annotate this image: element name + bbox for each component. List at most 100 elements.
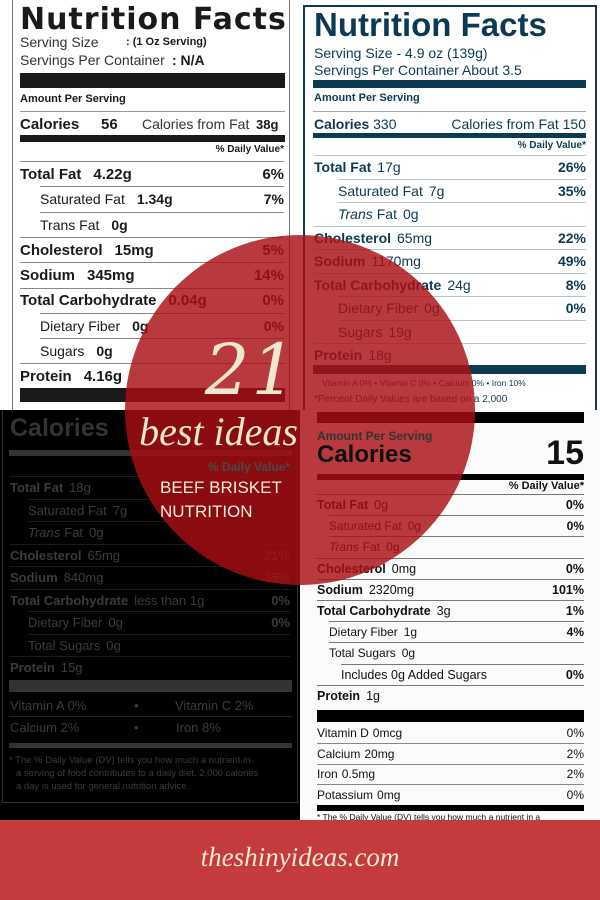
divider	[313, 133, 586, 138]
nutrient-row: Total Carbohydrate 3g 1%	[317, 600, 584, 621]
nutrient-amount: 1g	[366, 688, 380, 703]
servings-value: : N/A	[172, 52, 205, 68]
nutrient-amount: 0g	[111, 216, 128, 233]
nutrient-name: Total Fat	[20, 165, 82, 183]
daily-value-percent: 0%	[566, 519, 584, 534]
thick-divider	[313, 80, 586, 88]
nutrient-amount: 15g	[60, 660, 83, 676]
daily-value-percent: 101%	[552, 582, 584, 597]
nutrient-amount: 0g	[89, 525, 104, 541]
nutrient-amount: 1g	[403, 625, 418, 640]
daily-value-percent: 8%	[565, 276, 586, 293]
footer-banner: theshinyideas.com	[0, 820, 600, 900]
nutrient-row: Saturated Fat 1.34g 7%	[40, 186, 284, 211]
overlay-number: 21	[204, 329, 298, 411]
footnote-line: a serving of food contributes to a daily…	[16, 768, 259, 779]
daily-value-percent: 0%	[565, 498, 584, 513]
mineral-row: Vitamin D 0mcg 0%	[317, 723, 584, 744]
vitamin-a: Vitamin A 0%	[10, 698, 87, 713]
nutrient-row: Saturated Fat 7g 35%	[338, 178, 586, 203]
mineral-amount: 0mg	[377, 788, 401, 803]
nutrient-row: Protein 1g	[317, 684, 584, 706]
daily-value-header: % Daily Value*	[508, 480, 584, 492]
servings-label: Servings Per Container	[20, 52, 165, 68]
nutrient-name: Saturated Fat	[40, 191, 125, 208]
daily-value-header: % Daily Value*	[215, 144, 284, 155]
daily-value-percent: 49%	[557, 253, 586, 270]
nutrient-name: Total Sugars	[28, 637, 101, 653]
calories-fat-value: 38g	[256, 117, 279, 132]
nutrient-name: Sodium	[20, 266, 75, 284]
mineral-name: Vitamin D	[317, 725, 369, 740]
nutrient-amount: 2320mg	[368, 582, 415, 597]
footnote: * The % Daily Value (DV) tells you how m…	[9, 754, 258, 793]
nutrient-amount: 4.16g	[83, 368, 123, 386]
nutrient-amount: 65mg	[397, 229, 433, 246]
daily-value-percent: 0%	[271, 615, 290, 631]
overlay-subtitle: BEEF BRISKET	[160, 478, 282, 497]
vitamin-c: Vitamin C 2%	[175, 698, 254, 713]
daily-value-percent: 0%	[566, 788, 584, 803]
divider	[9, 743, 292, 748]
daily-value-percent: 2%	[566, 767, 584, 782]
nutrient-name: Dietary Fiber	[40, 317, 121, 334]
daily-value-percent: 7%	[263, 191, 284, 208]
nutrient-amount: 0g	[401, 646, 416, 661]
daily-value-percent: 4%	[566, 625, 584, 640]
nutrient-amount: 3g	[436, 604, 451, 619]
nutrient-row: Total Fat 17g 26%	[314, 155, 586, 179]
calories: Calories 330	[314, 116, 397, 132]
daily-value-percent: 26%	[557, 159, 586, 176]
nutrient-name: Total Fat	[314, 159, 372, 176]
calories-fat-label: Calories from Fat	[142, 116, 250, 132]
nutrient-name: Fat	[64, 525, 84, 541]
mineral-row: Calcium 20mg 2%	[317, 744, 584, 765]
divider	[313, 111, 586, 112]
thick-divider	[9, 680, 292, 692]
nutrient-name: Sodium	[317, 582, 363, 597]
nutrient-amount: 7g	[428, 182, 445, 199]
footnote-line: a day is used for general nutrition advi…	[16, 781, 190, 792]
daily-value-header: % Daily Value*	[517, 140, 586, 151]
calories-value: 56	[101, 116, 118, 133]
serving-size-label: Serving Size	[20, 34, 99, 50]
nutrient-name: Protein	[10, 660, 55, 676]
nutrient-name: Sugars	[40, 343, 85, 360]
thick-divider	[20, 73, 285, 88]
nutrient-name: Total Carbohydrate	[20, 292, 157, 310]
label-frame	[12, 0, 290, 410]
nutrient-row: Cholesterol15mg5%	[20, 236, 284, 262]
nutrient-name: Dietary Fiber	[28, 615, 103, 631]
daily-value-percent: 0%	[271, 592, 290, 608]
nutrient-row: Total Sugars 0g	[28, 633, 290, 657]
nutrient-name: Trans Fat	[40, 216, 100, 233]
overlay-headline: best ideas	[139, 409, 298, 454]
nutrient-name: Total Sugars	[329, 646, 396, 661]
nutrient-name: Trans	[28, 525, 61, 541]
nutrient-amount: 0g	[96, 343, 113, 360]
nutrient-name: Sodium	[10, 570, 58, 586]
calories-value: 330	[373, 116, 397, 132]
nutrient-amount: 15mg	[114, 241, 154, 259]
nutrient-row: Sodium 2320mg 101%	[317, 578, 584, 600]
nutrient-name: Dietary Fiber	[329, 625, 398, 640]
servings-per-container: Servings Per Container About 3.5	[314, 62, 522, 78]
nutrient-amount: 24g	[447, 276, 471, 293]
nutrient-amount: 0g	[402, 206, 419, 223]
nutrient-amount: 65mg	[87, 547, 121, 563]
nutrient-row: Dietary Fiber 0g 0%	[28, 611, 290, 634]
serving-size-value: : (1 Oz Serving)	[126, 36, 207, 48]
bullet: •	[134, 698, 139, 713]
daily-value-percent: 0%	[565, 300, 586, 317]
nutrient-name: Cholesterol	[10, 547, 82, 563]
mineral-row: Potassium 0mg 0%	[317, 785, 584, 807]
daily-value-percent: 0%	[566, 725, 584, 740]
site-name[interactable]: theshinyideas.com	[200, 842, 400, 872]
nutrient-amount: 4.22g	[93, 165, 132, 183]
label-title: Nutrition Facts	[20, 2, 287, 37]
nutrient-row: Protein 15g	[10, 656, 290, 679]
mineral-name: Iron	[317, 767, 338, 782]
label-frame	[2, 410, 298, 803]
